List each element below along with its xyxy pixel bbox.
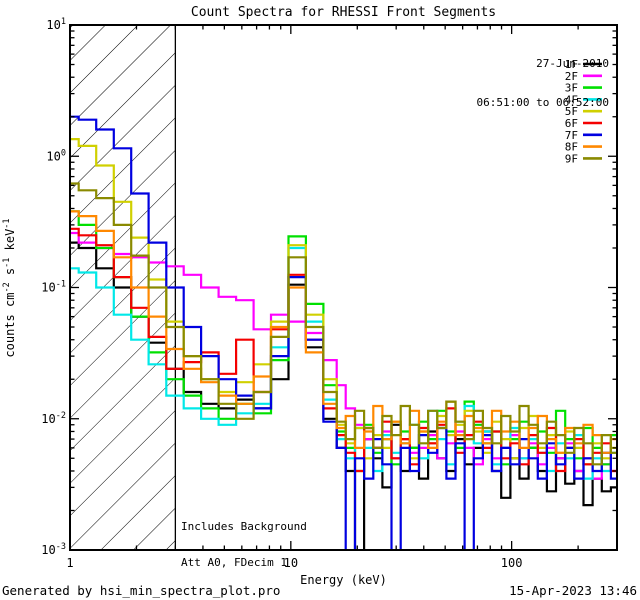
y-axis-title: counts cm-2 s-1 keV-1	[2, 218, 17, 357]
y-tick-label: 101	[46, 17, 66, 32]
legend-label: 4F	[565, 93, 578, 106]
legend-item-3f: 3F	[565, 82, 602, 95]
y-tick-label: 10-2	[41, 411, 66, 426]
y-tick-label: 100	[46, 148, 66, 163]
x-tick-label: 10	[284, 556, 298, 570]
legend-label: 5F	[565, 105, 578, 118]
x-tick-label: 1	[66, 556, 73, 570]
legend-label: 6F	[565, 117, 578, 130]
legend-item-4f: 4F	[565, 93, 602, 106]
legend-label: 7F	[565, 129, 578, 142]
x-tick-label: 100	[501, 556, 523, 570]
legend-label: 1F	[565, 58, 578, 71]
legend-item-6f: 6F	[565, 117, 602, 130]
series-lines	[70, 115, 617, 550]
legend-label: 2F	[565, 70, 578, 83]
legend-item-9f: 9F	[565, 152, 602, 165]
y-axis-title-text: counts cm-2 s-1 keV-1	[2, 218, 17, 357]
axes-and-ticks	[69, 24, 618, 551]
legend-label: 9F	[565, 152, 578, 165]
series-line-7f	[70, 115, 617, 550]
legend-item-8f: 8F	[565, 141, 602, 154]
tick-labels: 1 10 100 101 100 10-1 10-2 10-3	[41, 17, 522, 570]
legend-item-5f: 5F	[565, 105, 602, 118]
y-tick-label: 10-1	[41, 280, 66, 295]
legend-item-2f: 2F	[565, 70, 602, 83]
series-line-9f	[70, 182, 617, 466]
legend-item-1f: 1F	[565, 58, 602, 71]
legend-item-7f: 7F	[565, 129, 602, 142]
y-tick-label: 10-3	[41, 542, 66, 557]
legend-label: 8F	[565, 141, 578, 154]
legend-label: 3F	[565, 82, 578, 95]
